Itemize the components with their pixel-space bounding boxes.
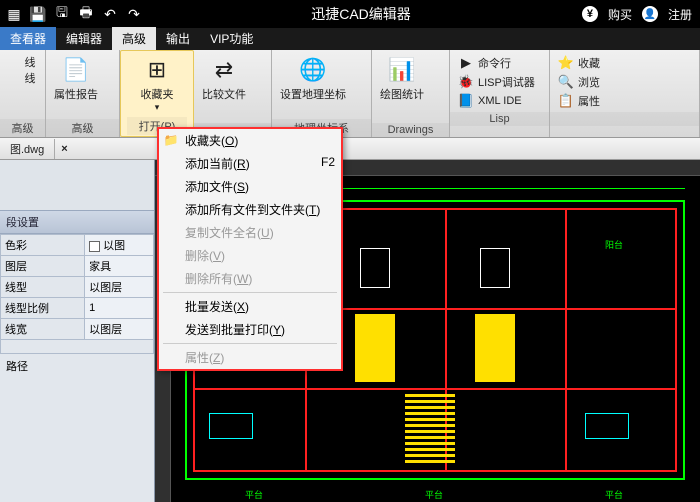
doc-tab[interactable]: 图.dwg — [0, 139, 55, 159]
settings-header: 段设置 — [0, 210, 154, 234]
layer-cell[interactable]: 家具 — [85, 256, 154, 277]
favorites-button[interactable]: ⊞收藏夹▾ — [127, 52, 187, 115]
lscale-cell[interactable]: 1 — [85, 298, 154, 319]
dd-add-file[interactable]: 添加文件(S) — [159, 175, 341, 198]
dd-batch-send[interactable]: 批量发送(X) — [159, 295, 341, 318]
menu-tabs: 查看器 编辑器 高级 输出 VIP功能 — [0, 28, 700, 50]
fav-short-button[interactable]: ⭐收藏 — [554, 54, 695, 72]
cmdline-button[interactable]: ▶命令行 — [454, 54, 545, 72]
print-icon[interactable]: 🖶 — [78, 6, 94, 22]
properties-table: 色彩以图 图层家具 线型以图层 线型比例1 线宽以图层 — [0, 234, 154, 354]
side-panel: 段设置 色彩以图 图层家具 线型以图层 线型比例1 线宽以图层 路径 — [0, 160, 155, 502]
compare-button[interactable]: ⇄比较文件 — [194, 52, 254, 104]
tab-advanced[interactable]: 高级 — [112, 27, 156, 50]
tab-output[interactable]: 输出 — [156, 27, 200, 50]
yen-icon: ¥ — [582, 6, 598, 22]
titlebar: ▦ 💾 🖫 🖶 ↶ ↷ 迅捷CAD编辑器 ¥ 购买 👤 注册 — [0, 0, 700, 28]
app-icon: ▦ — [6, 6, 22, 22]
dd-add-all[interactable]: 添加所有文件到文件夹(T) — [159, 198, 341, 221]
xml-ide-button[interactable]: 📘XML IDE — [454, 92, 545, 110]
drawstat-button[interactable]: 📊绘图统计 — [372, 52, 432, 104]
group-advanced: 高级 — [0, 119, 45, 137]
geo-button[interactable]: 🌐设置地理坐标 — [272, 52, 354, 104]
tab-editor[interactable]: 编辑器 — [56, 27, 112, 50]
app-title: 迅捷CAD编辑器 — [148, 4, 574, 24]
redo-icon[interactable]: ↷ — [126, 6, 142, 22]
saveall-icon[interactable]: 🖫 — [54, 6, 70, 22]
path-label: 路径 — [0, 354, 154, 378]
tab-vip[interactable]: VIP功能 — [200, 27, 263, 50]
user-icon: 👤 — [642, 6, 658, 22]
attr-button[interactable]: 📋属性 — [554, 92, 695, 110]
attr-report-button[interactable]: 📄属性报告 — [46, 52, 106, 104]
dd-send-print[interactable]: 发送到批量打印(Y) — [159, 318, 341, 341]
save-icon[interactable]: 💾 — [30, 6, 46, 22]
undo-icon[interactable]: ↶ — [102, 6, 118, 22]
dd-delete: 删除(V) — [159, 244, 341, 267]
dd-copy-name: 复制文件全名(U) — [159, 221, 341, 244]
dd-favorites[interactable]: 📁 收藏夹(O) — [159, 129, 341, 152]
ltype-cell[interactable]: 以图层 — [85, 277, 154, 298]
doc-close[interactable]: × — [55, 143, 73, 155]
tab-viewer[interactable]: 查看器 — [0, 27, 56, 50]
favorites-dropdown: 📁 收藏夹(O) 添加当前(R) F2 添加文件(S) 添加所有文件到文件夹(T… — [157, 127, 343, 371]
buy-link[interactable]: 购买 — [608, 6, 632, 23]
dd-delete-all: 删除所有(W) — [159, 267, 341, 290]
browse-button[interactable]: 🔍浏览 — [554, 73, 695, 91]
folder-icon: 📁 — [163, 132, 179, 148]
register-link[interactable]: 注册 — [668, 6, 692, 23]
lisp-debug-button[interactable]: 🐞LISP调试器 — [454, 73, 545, 91]
color-cell[interactable]: 以图 — [85, 235, 154, 256]
doc-strip: 图.dwg × — [0, 138, 700, 160]
ribbon: 线线 高级 📄属性报告 高级 ⊞收藏夹▾ 打开(P) ⇄比较文件 🌐设置地理坐标… — [0, 50, 700, 138]
dd-props: 属性(Z) — [159, 346, 341, 369]
lweight-cell[interactable]: 以图层 — [85, 319, 154, 340]
dd-add-current[interactable]: 添加当前(R) F2 — [159, 152, 341, 175]
